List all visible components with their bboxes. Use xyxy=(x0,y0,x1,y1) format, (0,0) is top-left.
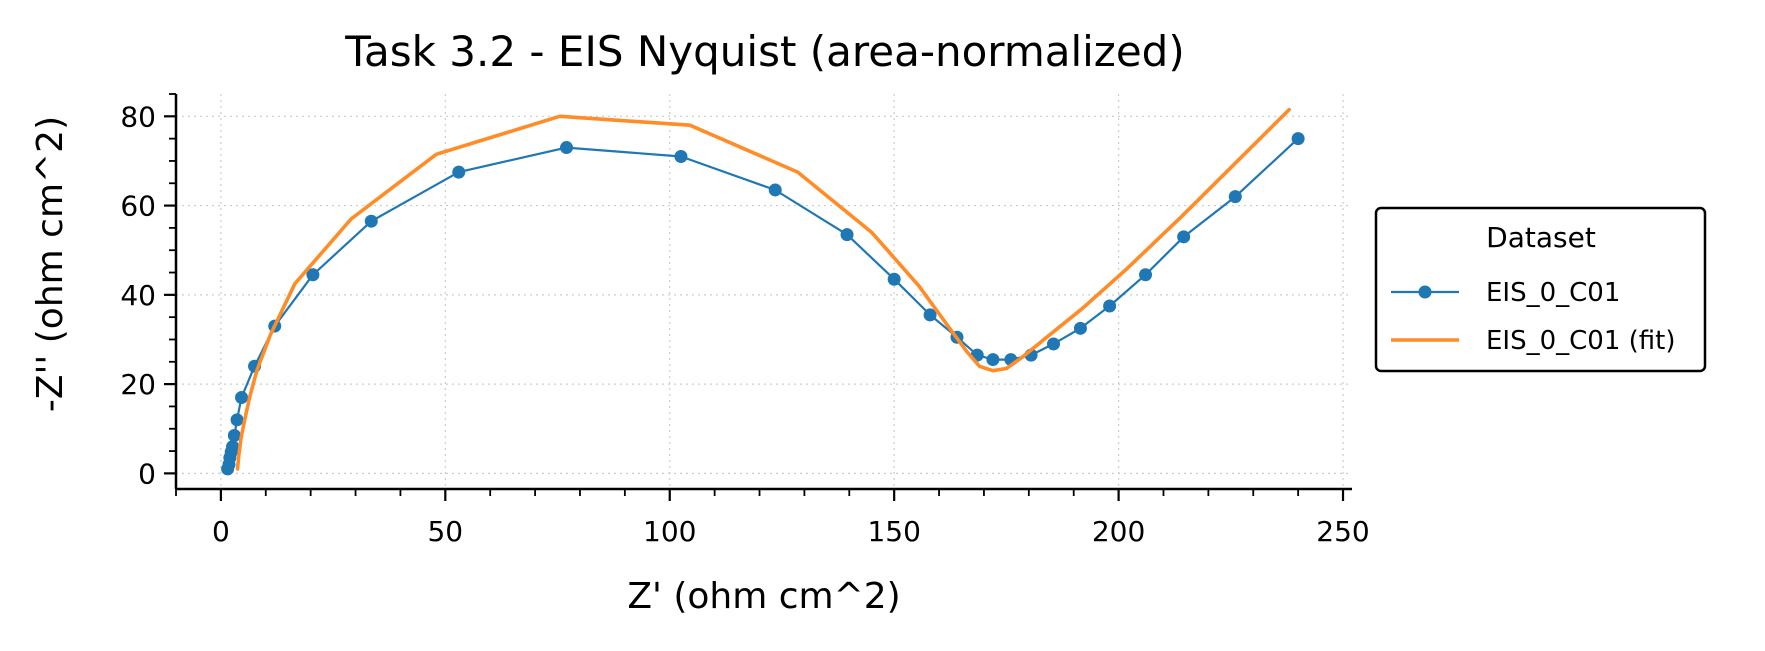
legend-label-2: EIS_0_C01 (fit) xyxy=(1486,326,1676,356)
data-point xyxy=(674,149,688,163)
grid xyxy=(176,94,1352,489)
y-axis-label: -Z'' (ohm cm^2) xyxy=(30,116,71,412)
data-point xyxy=(923,308,937,322)
series-line-1 xyxy=(226,137,1300,470)
x-tick-label: 150 xyxy=(867,515,920,548)
data-point xyxy=(1291,132,1305,146)
y-tick-label: 40 xyxy=(120,279,156,312)
x-tick-label: 250 xyxy=(1316,515,1369,548)
x-tick-label: 100 xyxy=(643,515,696,548)
data-point xyxy=(235,391,249,405)
x-axis-label: Z' (ohm cm^2) xyxy=(627,576,900,617)
data-point xyxy=(560,141,574,155)
data-point xyxy=(1228,190,1242,204)
series-line-2 xyxy=(235,107,1291,471)
data-point xyxy=(887,272,901,286)
x-tick-label: 0 xyxy=(212,515,230,548)
plot-area xyxy=(221,107,1305,476)
legend-title: Dataset xyxy=(1486,221,1596,254)
legend: Dataset EIS_0_C01 EIS_0_C01 (fit) xyxy=(1374,206,1707,373)
data-point xyxy=(840,228,854,242)
y-tick-label: 60 xyxy=(120,190,156,223)
data-point xyxy=(1073,321,1087,335)
data-point xyxy=(1139,268,1153,282)
legend-label-1: EIS_0_C01 xyxy=(1486,278,1620,308)
x-tick-label: 200 xyxy=(1092,515,1145,548)
data-point xyxy=(1047,337,1061,351)
x-tick-label: 50 xyxy=(427,515,463,548)
data-point xyxy=(230,413,244,427)
data-point xyxy=(768,183,782,197)
chart-title: Task 3.2 - EIS Nyquist (area-normalized) xyxy=(344,27,1184,76)
axes: 0 50 100 150 200 250 0 20 40 60 80 xyxy=(120,93,1370,548)
data-point xyxy=(452,165,466,179)
data-point xyxy=(364,214,378,228)
legend-frame xyxy=(1374,206,1707,373)
data-point xyxy=(226,440,240,454)
data-point xyxy=(1103,299,1117,313)
legend-marker-1 xyxy=(1418,285,1432,299)
y-tick-label: 0 xyxy=(138,457,156,490)
data-point xyxy=(986,353,1000,367)
data-point xyxy=(306,268,320,282)
y-tick-label: 80 xyxy=(120,100,156,133)
data-point xyxy=(227,428,241,442)
y-tick-label: 20 xyxy=(120,368,156,401)
data-point xyxy=(1177,230,1191,244)
